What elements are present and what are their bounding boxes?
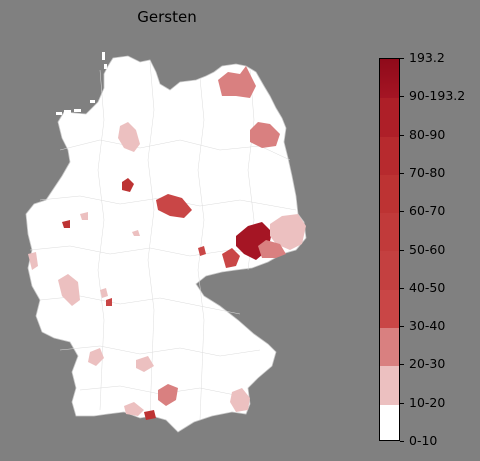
legend-label: 0-10	[409, 433, 438, 448]
legend-tick	[400, 211, 404, 213]
district-30-40	[106, 298, 112, 306]
legend-swatch	[380, 212, 399, 252]
district-10-20	[230, 388, 250, 412]
legend-tick	[400, 364, 404, 366]
legend-swatch	[380, 403, 399, 440]
legend-tick	[400, 58, 404, 59]
legend-swatch	[380, 327, 399, 367]
legend-swatch	[380, 59, 399, 99]
district-50-60	[62, 220, 70, 228]
legend-tick	[400, 287, 404, 289]
map-title: Gersten	[137, 8, 197, 26]
district-10-20	[132, 230, 140, 236]
legend-tick	[400, 172, 404, 174]
legend-label: 60-70	[409, 203, 446, 219]
legend-label: 20-30	[409, 356, 446, 372]
legend-swatch	[380, 365, 399, 405]
legend-swatch	[380, 97, 399, 137]
germany-choropleth-map	[25, 52, 307, 433]
legend-tick	[400, 96, 404, 98]
legend-tick	[400, 402, 404, 404]
legend-colorbar	[379, 58, 400, 441]
legend-label: 193.2	[409, 50, 445, 65]
district-10-20	[100, 288, 108, 298]
district-20-30	[250, 122, 280, 148]
district-10-20	[124, 402, 144, 416]
legend-tick	[400, 134, 404, 136]
district-30-40	[222, 248, 240, 268]
legend-label: 80-90	[409, 126, 446, 142]
district-20-30	[218, 66, 256, 98]
legend-label: 90-193.2	[409, 88, 466, 104]
legend-label: 30-40	[409, 318, 446, 334]
district-50-60	[144, 410, 156, 420]
shaded-districts	[28, 66, 306, 420]
district-30-40	[198, 246, 206, 256]
district-50-60	[122, 178, 134, 192]
district-10-20	[136, 356, 154, 372]
germany-outline	[25, 55, 307, 433]
legend-swatch	[380, 173, 399, 214]
legend-swatch	[380, 288, 399, 329]
legend-swatch	[380, 250, 399, 290]
district-10-20	[118, 122, 140, 152]
north-sea-islands	[56, 52, 107, 115]
legend-label: 70-80	[409, 164, 446, 180]
district-10-20	[80, 212, 88, 220]
legend-label: 50-60	[409, 241, 446, 257]
district-20-30	[258, 240, 286, 258]
legend-label: 40-50	[409, 279, 446, 295]
legend-label: 10-20	[409, 394, 446, 410]
district-10-20	[88, 348, 104, 366]
legend-tick	[400, 441, 404, 442]
district-10-20	[270, 214, 306, 250]
district-10-20	[58, 274, 80, 306]
legend-tick	[400, 326, 404, 328]
district-20-30	[158, 384, 178, 406]
legend-tick	[400, 249, 404, 251]
district-30-40	[156, 194, 192, 218]
legend-swatch	[380, 135, 399, 175]
district-10-20	[28, 252, 38, 270]
